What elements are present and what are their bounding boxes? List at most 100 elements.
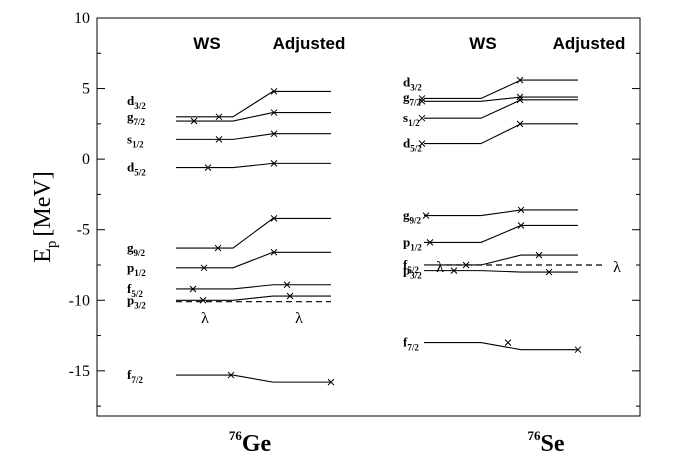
level-label: d5/2 [127, 160, 146, 178]
ws-marker [418, 114, 426, 122]
ws-marker [214, 244, 222, 252]
level-line [424, 99, 578, 119]
level-f7-2: f7/2 [403, 335, 582, 354]
y-axis-title-unit: [MeV] [30, 171, 56, 236]
level-line [424, 209, 578, 217]
level-label-orbital: f [403, 257, 408, 272]
ws-marker [215, 136, 223, 143]
adjusted-marker [516, 120, 524, 128]
header-ws: WS [469, 34, 496, 53]
y-tick-label: 10 [74, 10, 90, 27]
level-line [176, 217, 331, 249]
level-label: p1/2 [403, 234, 422, 252]
nucleus-label: 76Se [528, 428, 565, 457]
adjusted-marker [516, 93, 524, 101]
header-ws: WS [193, 34, 220, 53]
level-label-j: 7/2 [131, 375, 143, 385]
adjusted-marker [516, 76, 524, 84]
level-line [176, 162, 331, 169]
header-adjusted: Adjusted [553, 34, 626, 53]
fermi-label-ws: λ [436, 259, 444, 276]
level-label-j: 5/2 [134, 168, 146, 178]
fermi-label-adjusted: λ [613, 259, 621, 276]
ws-marker [190, 117, 198, 125]
level-label-orbital: g [127, 109, 134, 124]
level-f5-2: f5/2 [127, 281, 331, 299]
level-label-j: 3/2 [410, 82, 422, 92]
level-label-j: 3/2 [410, 271, 422, 281]
adjusted-marker [283, 281, 291, 289]
y-tick-label: 5 [82, 81, 90, 98]
level-label-j: 7/2 [407, 343, 419, 353]
level-line [176, 133, 331, 140]
level-label: p3/2 [403, 263, 422, 281]
level-d3-2: d3/2 [403, 74, 578, 102]
level-label: s1/2 [403, 110, 420, 128]
level-label-orbital: d [403, 136, 411, 151]
plot-frame [96, 17, 641, 417]
level-label-j: 5/2 [407, 265, 419, 275]
level-label: s1/2 [127, 131, 144, 149]
level-p1-2: p1/2 [403, 222, 578, 252]
ws-marker [418, 95, 426, 102]
level-label-orbital: g [403, 208, 410, 223]
adjusted-marker [327, 378, 335, 386]
adjusted-marker [545, 268, 553, 276]
ws-marker [204, 164, 212, 171]
level-label-j: 3/2 [134, 101, 146, 111]
nucleus-label: 76Ge [229, 428, 272, 457]
level-line [176, 284, 331, 290]
level-label: f5/2 [127, 281, 143, 299]
ws-marker [426, 239, 434, 246]
level-label: f5/2 [403, 257, 419, 275]
level-label-j: 1/2 [134, 268, 146, 278]
level-label-j: 1/2 [410, 242, 422, 252]
ws-marker [215, 113, 223, 121]
nucleus-mass: 76 [229, 428, 243, 443]
adjusted-marker [535, 251, 543, 259]
y-tick-label: 0 [82, 151, 90, 168]
adjusted-marker [270, 109, 278, 116]
level-label-orbital: f [127, 281, 132, 296]
nucleus-symbol: Se [541, 431, 565, 457]
nucleus-mass: 76 [528, 428, 542, 443]
level-label: d5/2 [403, 136, 422, 154]
level-label-j: 1/2 [132, 139, 144, 149]
level-d3-2: d3/2 [127, 88, 331, 121]
level-line [176, 295, 331, 301]
ws-marker [422, 212, 430, 219]
level-line [176, 251, 331, 269]
level-g9-2: g9/2 [403, 206, 578, 226]
level-label: f7/2 [403, 335, 419, 353]
ws-marker [200, 264, 208, 272]
level-label: p3/2 [127, 292, 146, 310]
adjusted-marker [270, 215, 278, 222]
adjusted-marker [517, 222, 525, 229]
y-tick-label: -15 [69, 363, 90, 380]
axes: 10 5 0 -5 -10 -15 [69, 10, 641, 417]
level-label-orbital: p [127, 292, 134, 307]
level-label-j: 7/2 [410, 97, 422, 107]
level-p3-2: p3/2 [403, 263, 578, 281]
level-label: g9/2 [127, 240, 146, 258]
level-label-orbital: g [127, 240, 134, 255]
y-tick-label: -10 [69, 292, 90, 309]
level-p1-2: p1/2 [127, 248, 331, 278]
level-g7-2: g7/2 [403, 89, 578, 107]
adjusted-marker [516, 96, 524, 104]
level-label-j: 1/2 [408, 118, 420, 128]
adjusted-marker [270, 88, 278, 95]
fermi-label-adjusted: λ [295, 310, 303, 327]
level-label-j: 3/2 [134, 300, 146, 310]
level-label-orbital: d [127, 160, 135, 175]
level-label-orbital: f [127, 367, 132, 382]
nucleus-symbol: Ge [242, 431, 272, 457]
level-f7-2: f7/2 [127, 367, 335, 386]
level-label-orbital: d [403, 74, 411, 89]
y-tick-label: -5 [77, 222, 90, 239]
level-line [424, 123, 578, 145]
level-g9-2: g9/2 [127, 215, 331, 258]
adjusted-marker [270, 248, 278, 256]
level-label-orbital: p [403, 234, 410, 249]
